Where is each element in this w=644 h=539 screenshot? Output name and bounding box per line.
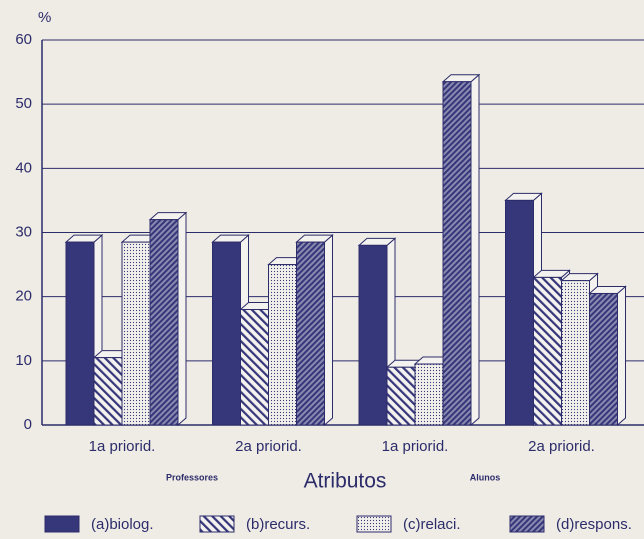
bar — [268, 264, 297, 426]
x-tick-label: 1a priorid. — [382, 438, 449, 455]
legend-swatch — [199, 515, 235, 533]
bar — [561, 280, 590, 426]
legend-swatch — [356, 515, 392, 533]
bar — [65, 241, 95, 426]
legend-label: (b)recurs. — [246, 516, 310, 533]
x-tick-label: 2a priorid. — [235, 438, 302, 455]
y-tick-label: 30 — [15, 223, 32, 240]
bar — [505, 199, 534, 426]
bar — [121, 241, 151, 426]
bar — [533, 276, 562, 426]
group-label: Professores — [166, 472, 218, 482]
bar — [414, 363, 444, 426]
x-axis-label: Atributos — [304, 470, 387, 493]
y-tick-label: 0 — [24, 416, 32, 433]
bar — [212, 241, 241, 426]
bar — [240, 309, 269, 426]
y-tick-label: 60 — [15, 31, 32, 48]
legend-swatch — [44, 515, 80, 533]
bar-side — [324, 234, 333, 427]
x-tick-label: 1a priorid. — [89, 438, 156, 455]
y-tick-label: 20 — [15, 288, 32, 305]
y-tick-label: 10 — [15, 352, 32, 369]
legend-swatch — [509, 515, 545, 533]
bar — [589, 292, 618, 426]
bar — [386, 366, 416, 426]
group-label: Alunos — [470, 472, 501, 482]
y-tick-label: 40 — [15, 159, 32, 176]
x-tick-label: 2a priorid. — [528, 438, 595, 455]
bar-side — [470, 73, 480, 427]
bar — [442, 81, 472, 426]
bar-side — [617, 285, 626, 427]
bar — [149, 219, 179, 426]
bar — [296, 241, 325, 426]
bar — [93, 357, 123, 426]
y-tick-label: 50 — [15, 95, 32, 112]
bar-side — [177, 211, 187, 427]
legend-label: (c)relaci. — [403, 516, 461, 533]
y-unit: % — [38, 9, 51, 26]
legend-label: (a)biolog. — [91, 516, 154, 533]
legend-label: (d)respons. — [556, 516, 632, 533]
bar — [358, 244, 388, 426]
